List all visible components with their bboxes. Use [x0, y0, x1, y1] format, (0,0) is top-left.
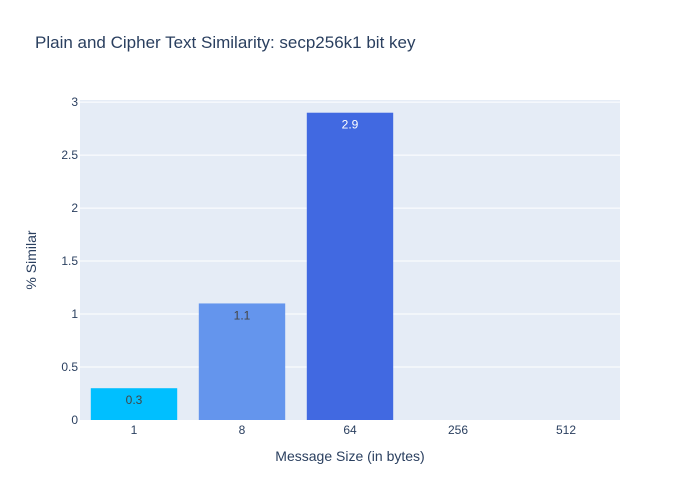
x-axis-ticks: 1 8 64 256 512	[131, 423, 577, 437]
bar-64	[306, 112, 394, 420]
x-tick-label: 8	[239, 423, 246, 437]
x-axis-title: Message Size (in bytes)	[275, 448, 424, 464]
bar-data-label-1: 0.3	[126, 393, 143, 407]
chart-title: Plain and Cipher Text Similarity: secp25…	[35, 33, 416, 52]
y-tick-label: 1	[71, 307, 78, 321]
y-tick-label: 1.5	[61, 254, 78, 268]
bar-8	[198, 303, 286, 420]
x-tick-label: 256	[448, 423, 468, 437]
y-tick-label: 2	[71, 201, 78, 215]
y-axis-title: % Similar	[23, 230, 39, 289]
y-tick-label: 2.5	[61, 148, 78, 162]
y-axis-ticks: 0 0.5 1 1.5 2 2.5 3	[61, 95, 78, 427]
bar-data-label-8: 1.1	[234, 308, 251, 322]
x-tick-label: 512	[556, 423, 576, 437]
bar-1	[90, 388, 178, 420]
y-tick-label: 0.5	[61, 360, 78, 374]
y-tick-label: 0	[71, 413, 78, 427]
bar-data-label-64: 2.9	[342, 118, 359, 132]
y-tick-label: 3	[71, 95, 78, 109]
bars	[90, 112, 394, 420]
x-tick-label: 64	[343, 423, 357, 437]
bar-data-labels: 0.3 1.1 2.9	[126, 118, 359, 407]
x-tick-label: 1	[131, 423, 138, 437]
